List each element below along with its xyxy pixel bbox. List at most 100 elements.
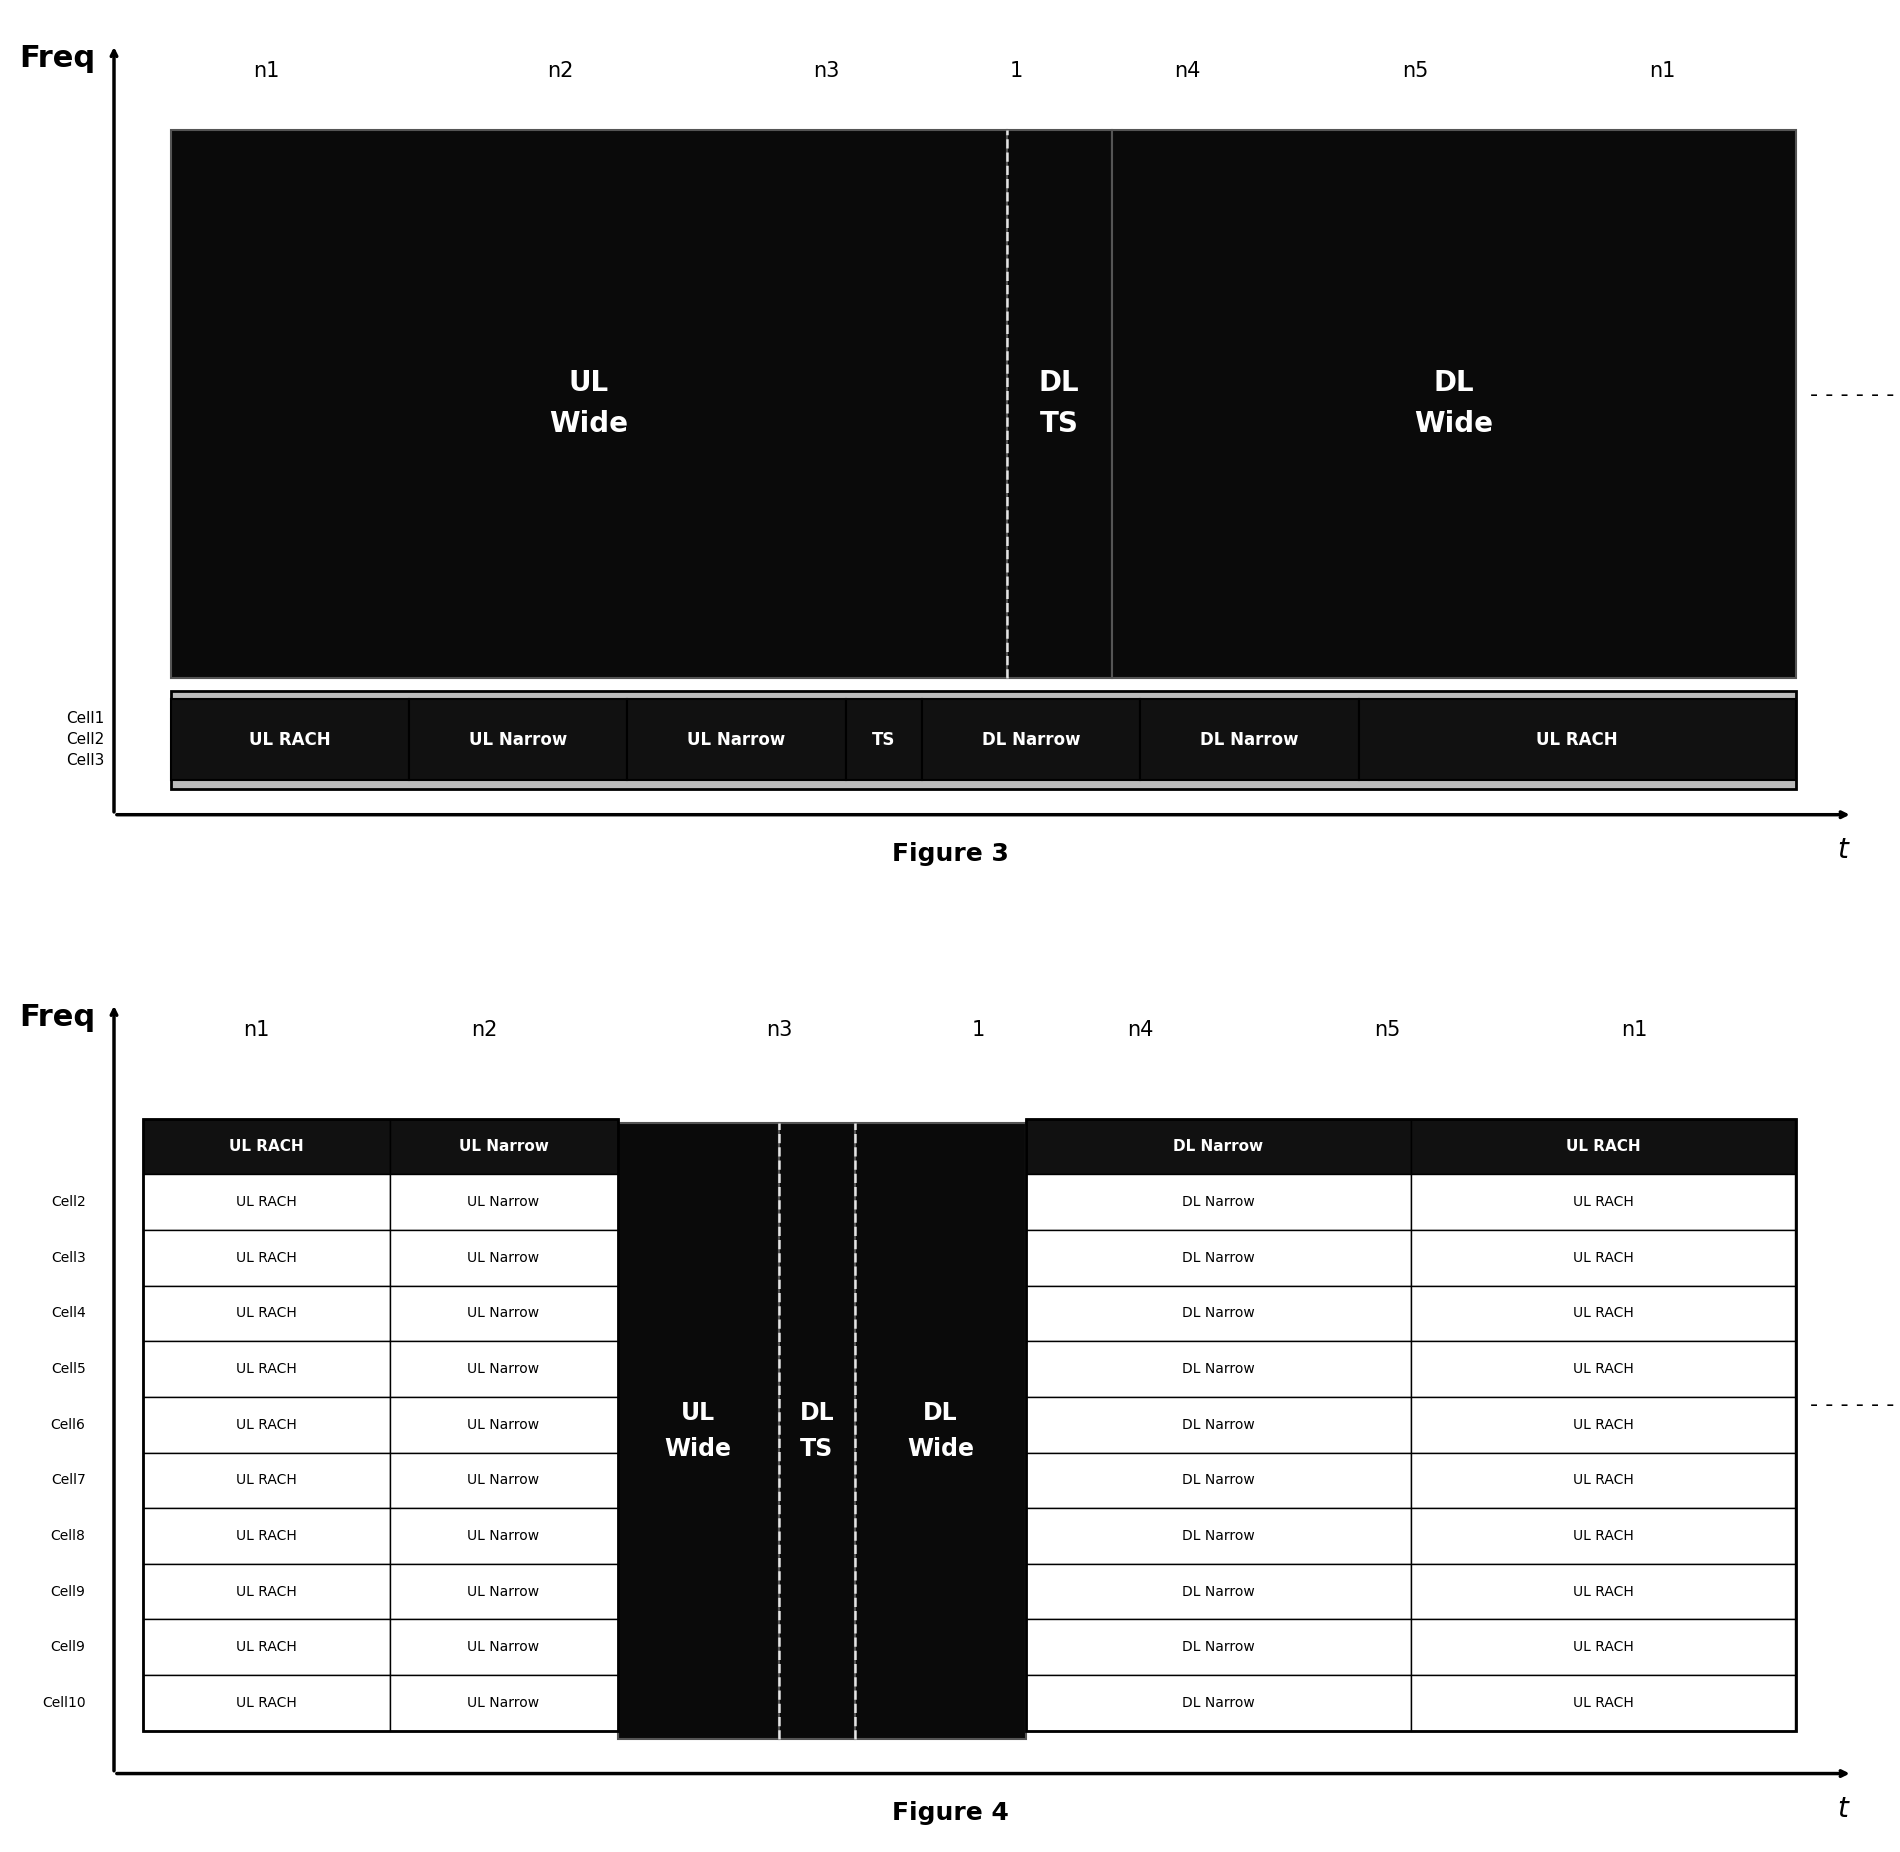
Bar — [855, 1122, 1026, 1739]
Bar — [142, 1452, 390, 1508]
Text: UL Narrow: UL Narrow — [467, 1195, 540, 1209]
Text: DL Narrow: DL Narrow — [1182, 1474, 1254, 1487]
Text: UL RACH: UL RACH — [236, 1585, 296, 1598]
Bar — [142, 1674, 390, 1732]
Text: n1: n1 — [253, 61, 279, 81]
Text: UL RACH: UL RACH — [1537, 732, 1617, 748]
Bar — [779, 1122, 855, 1739]
Text: UL RACH: UL RACH — [1573, 1417, 1634, 1432]
Bar — [1026, 1508, 1410, 1563]
Bar — [390, 1396, 618, 1452]
Text: UL RACH: UL RACH — [236, 1417, 296, 1432]
Text: UL Narrow: UL Narrow — [467, 1641, 540, 1654]
Text: UL RACH: UL RACH — [228, 1139, 304, 1154]
Text: UL Narrow: UL Narrow — [469, 732, 566, 748]
Bar — [142, 1341, 390, 1396]
Bar — [390, 1119, 618, 1174]
Text: Cell9: Cell9 — [51, 1641, 86, 1654]
Text: UL RACH: UL RACH — [1573, 1696, 1634, 1709]
Text: Cell6: Cell6 — [51, 1417, 86, 1432]
Text: DL
TS: DL TS — [800, 1402, 834, 1461]
Text: DL Narrow: DL Narrow — [1182, 1641, 1254, 1654]
Bar — [1410, 1230, 1796, 1285]
Bar — [1026, 1452, 1410, 1508]
Bar — [390, 1230, 618, 1285]
Bar — [142, 1508, 390, 1563]
Bar — [1026, 1674, 1410, 1732]
Bar — [1358, 700, 1796, 780]
Bar — [627, 700, 846, 780]
Text: Freq: Freq — [19, 1004, 95, 1032]
Bar — [408, 700, 627, 780]
Text: n5: n5 — [1374, 1020, 1400, 1041]
Text: UL Narrow: UL Narrow — [467, 1361, 540, 1376]
Text: UL RACH: UL RACH — [1573, 1585, 1634, 1598]
Text: UL Narrow: UL Narrow — [688, 732, 785, 748]
Text: n1: n1 — [243, 1020, 270, 1041]
Text: UL RACH: UL RACH — [236, 1195, 296, 1209]
Bar — [1007, 130, 1112, 678]
Text: Cell7: Cell7 — [51, 1474, 86, 1487]
Bar — [1026, 1396, 1410, 1452]
Text: DL Narrow: DL Narrow — [1182, 1195, 1254, 1209]
Text: UL Narrow: UL Narrow — [467, 1696, 540, 1709]
Text: UL RACH: UL RACH — [1573, 1250, 1634, 1265]
Bar — [1026, 1230, 1410, 1285]
Text: UL RACH: UL RACH — [249, 732, 331, 748]
Text: DL Narrow: DL Narrow — [1182, 1361, 1254, 1376]
Text: DL
TS: DL TS — [1039, 369, 1079, 439]
Text: n1: n1 — [1649, 61, 1676, 81]
Bar — [1410, 1396, 1796, 1452]
Bar — [171, 130, 1007, 678]
Text: UL Narrow: UL Narrow — [458, 1139, 549, 1154]
Bar — [390, 1563, 618, 1619]
Text: UL RACH: UL RACH — [1573, 1361, 1634, 1376]
Text: DL
Wide: DL Wide — [906, 1402, 975, 1461]
Bar — [1410, 1174, 1796, 1230]
Text: n5: n5 — [1402, 61, 1429, 81]
Bar — [390, 1452, 618, 1508]
Bar — [142, 1396, 390, 1452]
Bar — [142, 1119, 618, 1732]
Text: DL
Wide: DL Wide — [1414, 369, 1493, 439]
Text: Cell8: Cell8 — [51, 1530, 86, 1543]
Text: t: t — [1837, 835, 1849, 865]
Text: UL RACH: UL RACH — [1573, 1641, 1634, 1654]
Text: n4: n4 — [1174, 61, 1201, 81]
Text: Freq: Freq — [19, 44, 95, 74]
Text: UL Narrow: UL Narrow — [467, 1306, 540, 1320]
Bar — [142, 1563, 390, 1619]
Bar — [390, 1619, 618, 1674]
Text: UL RACH: UL RACH — [1573, 1530, 1634, 1543]
Bar — [1140, 700, 1358, 780]
Bar — [1026, 1563, 1410, 1619]
Bar — [390, 1285, 618, 1341]
Text: Cell2: Cell2 — [51, 1195, 86, 1209]
Bar — [171, 700, 408, 780]
Bar — [1112, 130, 1796, 678]
Text: DL Narrow: DL Narrow — [1174, 1139, 1264, 1154]
Bar — [171, 691, 1796, 789]
Text: Cell1
Cell2
Cell3: Cell1 Cell2 Cell3 — [66, 711, 104, 769]
Text: 1: 1 — [973, 1020, 984, 1041]
Text: Cell9: Cell9 — [51, 1585, 86, 1598]
Text: Figure 4: Figure 4 — [891, 1800, 1009, 1824]
Text: UL RACH: UL RACH — [236, 1641, 296, 1654]
Bar — [142, 1619, 390, 1674]
Bar — [1026, 1119, 1410, 1174]
Text: DL Narrow: DL Narrow — [982, 732, 1079, 748]
Text: UL
Wide: UL Wide — [665, 1402, 732, 1461]
Bar — [846, 700, 922, 780]
Text: DL Narrow: DL Narrow — [1201, 732, 1298, 748]
Bar — [142, 1285, 390, 1341]
Text: UL RACH: UL RACH — [1573, 1474, 1634, 1487]
Text: UL RACH: UL RACH — [1566, 1139, 1640, 1154]
Bar — [142, 1230, 390, 1285]
Text: UL RACH: UL RACH — [236, 1696, 296, 1709]
Bar — [390, 1341, 618, 1396]
Bar — [390, 1674, 618, 1732]
Bar — [1026, 1119, 1796, 1732]
Text: DL Narrow: DL Narrow — [1182, 1585, 1254, 1598]
Text: n3: n3 — [813, 61, 840, 81]
Text: TS: TS — [872, 732, 895, 748]
